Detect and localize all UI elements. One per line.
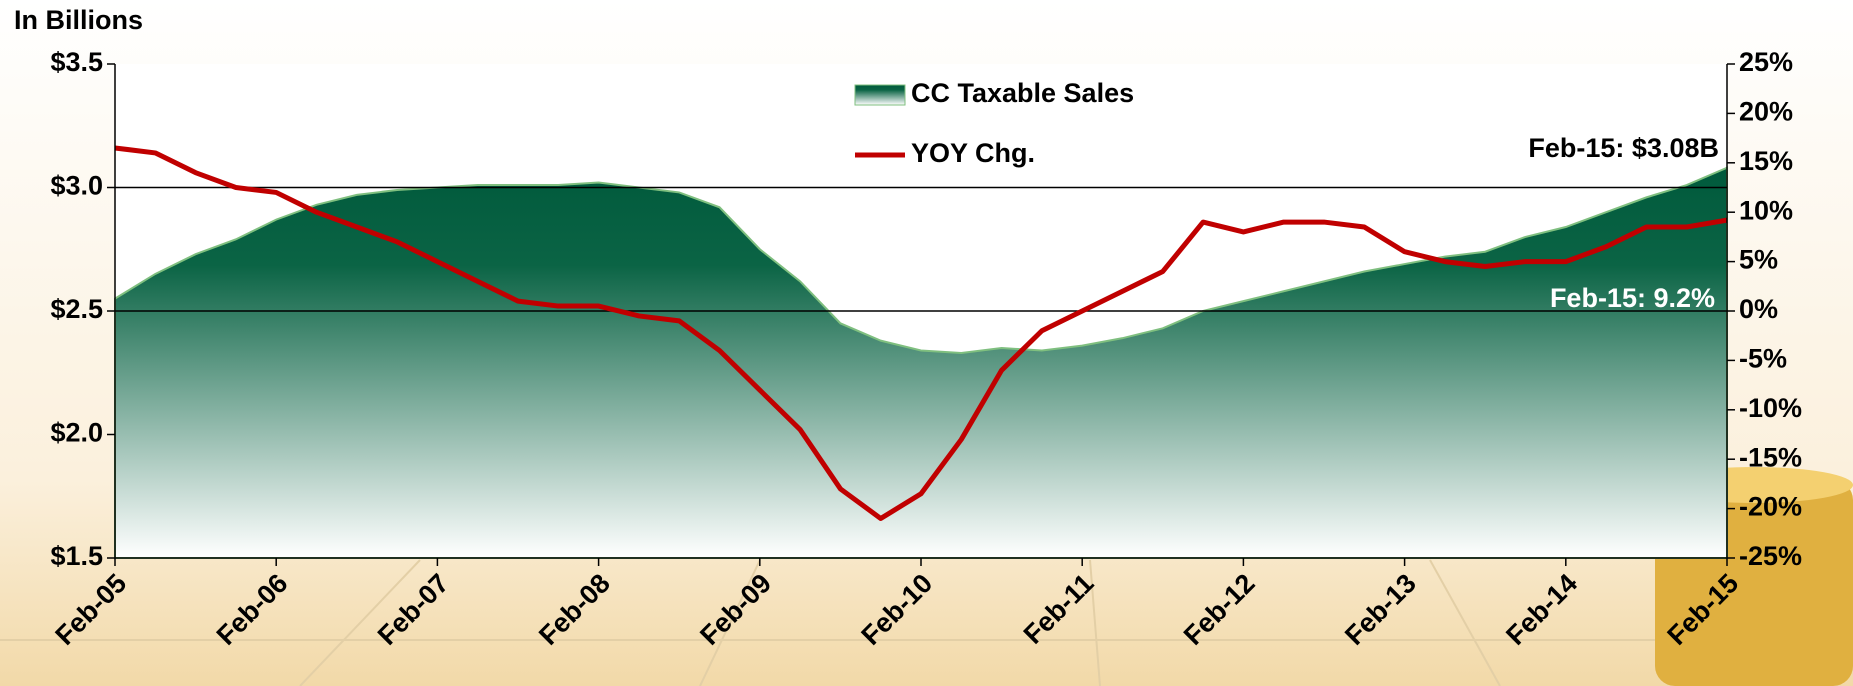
line (114, 145, 1728, 521)
legend-swatch (854, 84, 906, 106)
y2-tick-label: -25% (1739, 541, 1802, 571)
y-tick-label: $1.5 (50, 541, 103, 571)
y2-tick-label: 5% (1739, 245, 1778, 275)
y2-tick-label: -5% (1739, 344, 1787, 374)
y2-tick-label: 25% (1739, 47, 1793, 77)
annotation: Feb-15: 9.2% (1550, 283, 1715, 313)
y2-tick-label: -10% (1739, 393, 1802, 423)
y2-tick-label: 15% (1739, 146, 1793, 176)
y-tick-label: $3.5 (50, 47, 103, 77)
legend-label: YOY Chg. (911, 138, 1035, 168)
legend-label: CC Taxable Sales (911, 78, 1134, 108)
y2-tick-label: -20% (1739, 492, 1802, 522)
y-axis-label: In Billions (14, 5, 143, 35)
background-grid (0, 559, 1853, 686)
y2-tick-label: 0% (1739, 294, 1778, 324)
y2-tick-label: 10% (1739, 195, 1793, 225)
y-tick-label: $2.0 (50, 418, 103, 448)
y-tick-label: $2.5 (50, 294, 103, 324)
y2-tick-label: 20% (1739, 97, 1793, 127)
area (114, 166, 1728, 559)
annotation: Feb-15: $3.08B (1528, 133, 1719, 163)
y2-tick-label: -15% (1739, 442, 1802, 472)
y-tick-label: $3.0 (50, 171, 103, 201)
